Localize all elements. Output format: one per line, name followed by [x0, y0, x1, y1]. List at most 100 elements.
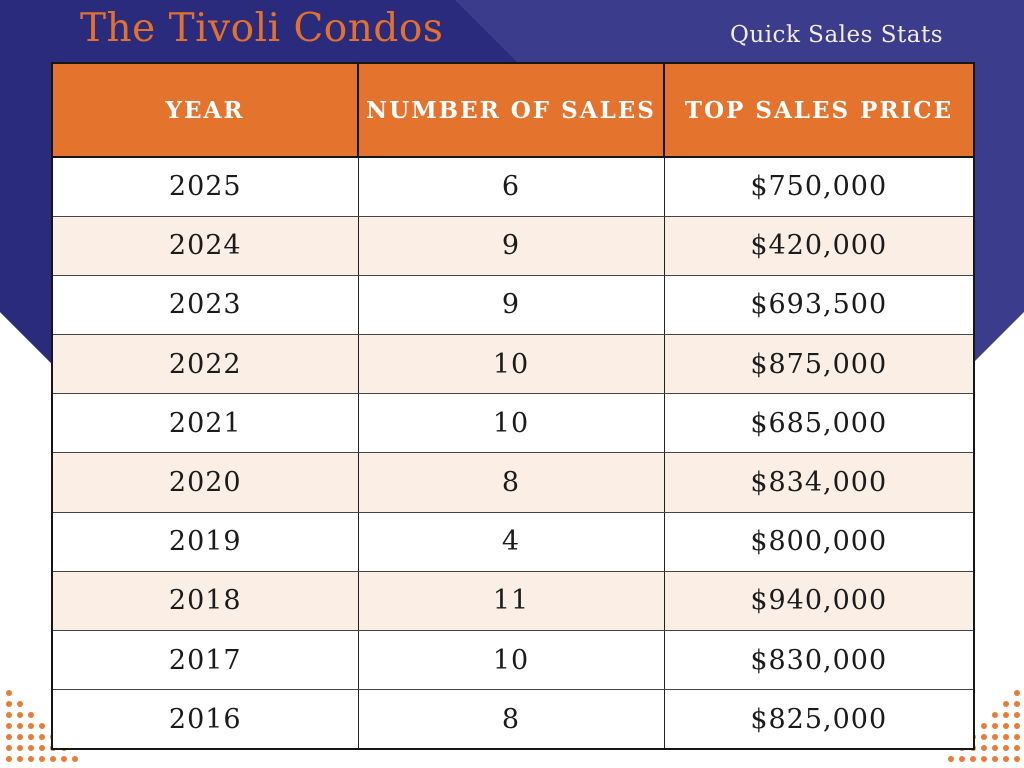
dot-icon [1014, 712, 1020, 718]
dot-icon [39, 745, 45, 751]
cell-year: 2021 [51, 393, 359, 454]
dot-row [6, 690, 12, 696]
dot-icon [992, 734, 998, 740]
column-header-top-sales-price: TOP SALES PRICE [663, 62, 975, 158]
dot-icon [28, 734, 34, 740]
dot-icon [1003, 712, 1009, 718]
cell-top-sales-price: $834,000 [663, 452, 975, 513]
dot-icon [992, 745, 998, 751]
dot-icon [6, 756, 12, 762]
dot-icon [1003, 701, 1009, 707]
dot-icon [17, 701, 23, 707]
dot-icon [28, 723, 34, 729]
dot-row [6, 734, 56, 740]
dot-icon [1014, 734, 1020, 740]
dot-icon [1014, 745, 1020, 751]
dot-icon [1003, 723, 1009, 729]
dot-icon [6, 690, 12, 696]
dot-icon [1014, 723, 1020, 729]
cell-number-of-sales: 8 [357, 689, 665, 750]
dot-icon [39, 756, 45, 762]
cell-number-of-sales: 10 [357, 629, 665, 691]
cell-year: 2024 [51, 215, 359, 276]
cell-year: 2025 [51, 156, 359, 217]
cell-year: 2022 [51, 334, 359, 395]
table-header-row: YEAR NUMBER OF SALES TOP SALES PRICE [51, 62, 975, 158]
dot-icon [39, 723, 45, 729]
cell-number-of-sales: 6 [357, 156, 665, 217]
dot-icon [981, 734, 987, 740]
cell-number-of-sales: 9 [357, 215, 665, 276]
dot-icon [17, 756, 23, 762]
dot-icon [948, 756, 954, 762]
dot-row [6, 701, 23, 707]
dot-icon [50, 756, 56, 762]
cell-top-sales-price: $693,500 [663, 274, 975, 336]
dot-row [981, 723, 1020, 729]
dot-row [970, 734, 1020, 740]
table-row: 2018 11 $940,000 [51, 570, 975, 632]
dot-row [6, 756, 78, 762]
cell-number-of-sales: 8 [357, 452, 665, 513]
table-row: 2017 10 $830,000 [51, 629, 975, 691]
cell-number-of-sales: 11 [357, 570, 665, 632]
cell-top-sales-price: $420,000 [663, 215, 975, 276]
dot-icon [17, 723, 23, 729]
dot-icon [1003, 756, 1009, 762]
table-row: 2020 8 $834,000 [51, 452, 975, 513]
sales-stats-table: YEAR NUMBER OF SALES TOP SALES PRICE 202… [51, 62, 975, 750]
dot-icon [981, 723, 987, 729]
table-row: 2016 8 $825,000 [51, 689, 975, 750]
dot-icon [61, 756, 67, 762]
dot-row [948, 756, 1020, 762]
dot-icon [992, 756, 998, 762]
dot-icon [17, 745, 23, 751]
page-subtitle: Quick Sales Stats [730, 22, 943, 48]
table-row: 2019 4 $800,000 [51, 511, 975, 572]
table-row: 2022 10 $875,000 [51, 334, 975, 395]
dot-icon [992, 712, 998, 718]
cell-year: 2020 [51, 452, 359, 513]
cell-top-sales-price: $875,000 [663, 334, 975, 395]
table-row: 2025 6 $750,000 [51, 156, 975, 217]
dot-icon [6, 723, 12, 729]
dot-row [6, 712, 34, 718]
dot-icon [28, 712, 34, 718]
dot-icon [17, 734, 23, 740]
dot-icon [6, 701, 12, 707]
dot-row [1014, 690, 1020, 696]
cell-year: 2016 [51, 689, 359, 750]
dot-icon [1003, 734, 1009, 740]
cell-top-sales-price: $830,000 [663, 629, 975, 691]
dot-icon [981, 756, 987, 762]
cell-year: 2018 [51, 570, 359, 632]
cell-top-sales-price: $750,000 [663, 156, 975, 217]
dot-icon [6, 745, 12, 751]
dot-row [1003, 701, 1020, 707]
dot-icon [981, 745, 987, 751]
dot-icon [17, 712, 23, 718]
cell-number-of-sales: 4 [357, 511, 665, 572]
dot-icon [992, 723, 998, 729]
dot-icon [959, 756, 965, 762]
dot-icon [1003, 745, 1009, 751]
page-title: The Tivoli Condos [80, 6, 444, 51]
dot-icon [6, 734, 12, 740]
cell-top-sales-price: $800,000 [663, 511, 975, 572]
cell-number-of-sales: 10 [357, 334, 665, 395]
table-row: 2024 9 $420,000 [51, 215, 975, 276]
dot-icon [1014, 756, 1020, 762]
cell-top-sales-price: $685,000 [663, 393, 975, 454]
dot-icon [970, 756, 976, 762]
dot-row [6, 723, 45, 729]
dot-row [992, 712, 1020, 718]
table-row: 2023 9 $693,500 [51, 274, 975, 336]
cell-year: 2023 [51, 274, 359, 336]
cell-top-sales-price: $940,000 [663, 570, 975, 632]
dot-icon [72, 756, 78, 762]
dot-icon [1014, 690, 1020, 696]
cell-top-sales-price: $825,000 [663, 689, 975, 750]
cell-number-of-sales: 10 [357, 393, 665, 454]
column-header-number-of-sales: NUMBER OF SALES [357, 62, 665, 158]
cell-year: 2017 [51, 629, 359, 691]
